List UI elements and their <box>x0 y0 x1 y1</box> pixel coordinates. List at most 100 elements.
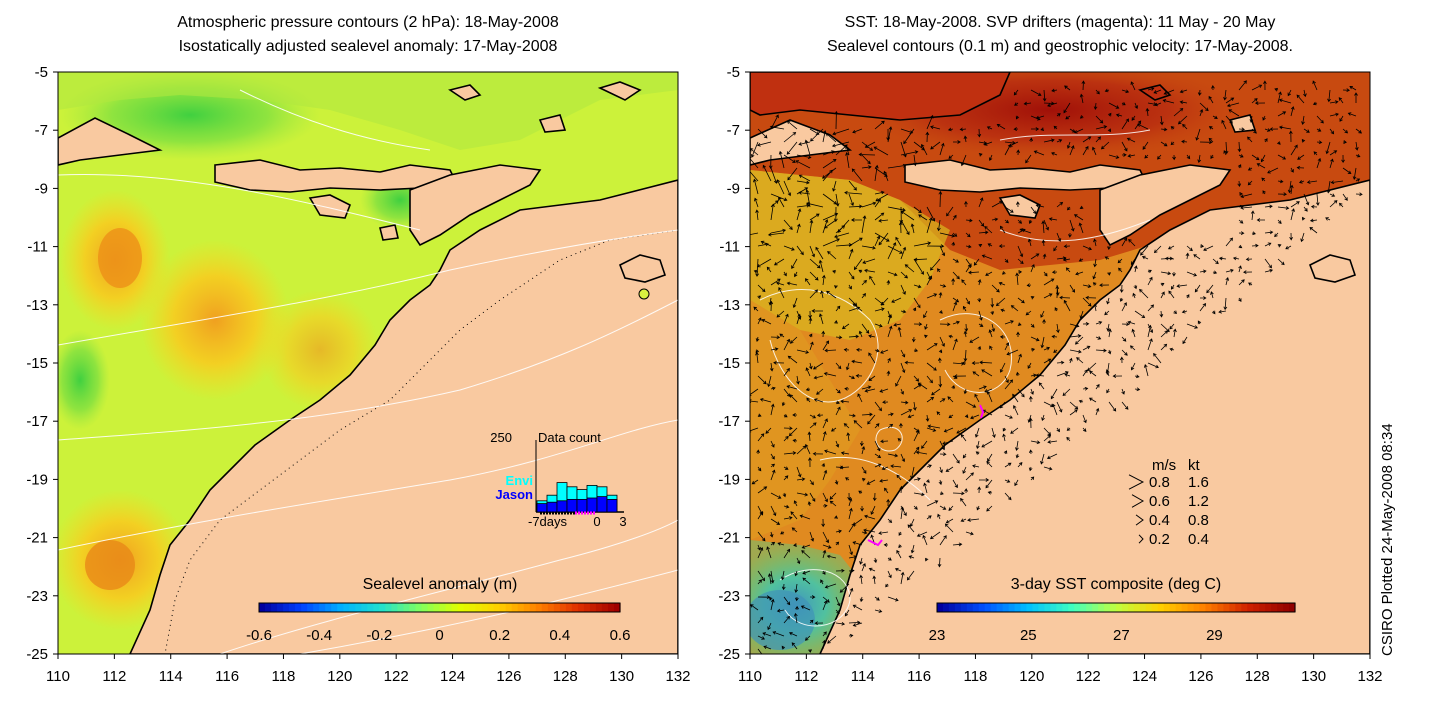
inset-jason-bar <box>606 498 618 513</box>
left-lon-tick: 124 <box>440 668 465 685</box>
right-lon-tick: 112 <box>794 668 818 685</box>
left-lat-tick: -9 <box>35 180 48 197</box>
left-colorbar: Sealevel anomaly (m) -0.6 -0.4 -0.2 0 0.2 0.4… <box>246 576 630 644</box>
data-count-inset: 250 Data count Envi Jason -7days 0 3 <box>490 430 626 529</box>
right-lat-tick: -5 <box>727 64 740 81</box>
colorbar-tick: 25 <box>1020 627 1037 644</box>
left-colorbar-title: Sealevel anomaly (m) <box>363 576 518 593</box>
left-lat-tick: -7 <box>35 122 48 139</box>
legend-arrow <box>1128 474 1145 490</box>
left-lon-tick: 110 <box>46 668 70 685</box>
left-pressure-contours <box>58 89 678 654</box>
left-lat-tick: -11 <box>27 239 48 256</box>
colorbar-tick: 0 <box>435 627 443 644</box>
right-lat-tick: -11 <box>719 239 740 256</box>
left-lon-tick: 122 <box>384 668 409 685</box>
legend-kt-value: 0.4 <box>1188 531 1209 548</box>
right-lon-tick: 114 <box>851 668 875 685</box>
left-lat-tick: -23 <box>26 588 48 605</box>
velocity-legend: m/s kt 0.8 1.6 0.6 1.2 0.4 0.8 0.2 0.4 <box>1128 457 1209 548</box>
legend-arrow <box>1135 514 1144 526</box>
inset-250-label: 250 <box>490 430 512 445</box>
inset-title: Data count <box>538 430 601 445</box>
legend-ms-value: 0.4 <box>1149 512 1170 529</box>
right-lat-tick: -7 <box>727 122 740 139</box>
inset-jason-bar <box>536 503 548 513</box>
colorbar-tick: 27 <box>1113 627 1130 644</box>
left-map <box>58 72 678 654</box>
left-lon-tick: 116 <box>215 668 239 685</box>
left-title-line-1: Atmospheric pressure contours (2 hPa): 1… <box>177 14 559 31</box>
left-lat-tick: -15 <box>26 355 48 372</box>
colorbar-tick: 0.6 <box>610 627 631 644</box>
legend-ms-value: 0.2 <box>1149 531 1170 548</box>
legend-kt-value: 1.2 <box>1188 493 1209 510</box>
right-colorbar: 3-day SST composite (deg C) 23 25 27 29 <box>929 576 1296 644</box>
inset-jason-bar <box>586 497 598 513</box>
right-lon-tick: 122 <box>1076 668 1101 685</box>
right-lat-tick: -17 <box>718 413 740 430</box>
right-map <box>750 72 1370 654</box>
right-lon-tick: 116 <box>907 668 931 685</box>
inset-jason-label: Jason <box>495 487 533 502</box>
right-colorbar-title: 3-day SST composite (deg C) <box>1011 576 1221 593</box>
right-land <box>750 72 1370 654</box>
left-axes: 110 112 114 116 118 120 122 124 126 128 130 132 -5 -7… <box>26 64 690 685</box>
left-lon-tick: 120 <box>327 668 352 685</box>
right-lon-tick: 132 <box>1357 668 1382 685</box>
legend-arrow <box>1138 534 1144 544</box>
left-lat-tick: -13 <box>26 297 48 314</box>
legend-ms-value: 0.8 <box>1149 474 1170 491</box>
inset-jason-bar <box>546 501 558 513</box>
right-lon-tick: 128 <box>1245 668 1270 685</box>
left-lon-tick: 130 <box>609 668 634 685</box>
legend-kt-value: 1.6 <box>1188 474 1209 491</box>
right-lat-tick: -21 <box>718 530 740 547</box>
left-land <box>58 81 678 654</box>
right-lon-tick: 110 <box>738 668 762 685</box>
right-lon-tick: 126 <box>1188 668 1213 685</box>
right-title-line-2: Sealevel contours (0.1 m) and geostrophi… <box>826 38 1293 55</box>
legend-head-kt: kt <box>1188 457 1201 474</box>
inset-jason-bar <box>576 498 588 513</box>
right-lon-tick: 124 <box>1132 668 1157 685</box>
right-title-line-1: SST: 18-May-2008. SVP drifters (magenta)… <box>844 14 1276 31</box>
legend-ms-value: 0.6 <box>1149 493 1170 510</box>
legend-kt-value: 0.8 <box>1188 512 1209 529</box>
left-title-line-2: Isostatically adjusted sealevel anomaly:… <box>178 38 558 55</box>
right-axes: 110 112 114 116 118 120 122 124 126 128 130 132 -5 -7… <box>718 64 1382 685</box>
right-lat-tick: -25 <box>718 646 740 663</box>
colorbar-tick: 23 <box>929 627 946 644</box>
legend-head-ms: m/s <box>1152 457 1176 474</box>
right-lon-tick: 130 <box>1301 668 1326 685</box>
colorbar-tick: 0.2 <box>489 627 510 644</box>
left-lon-tick: 114 <box>159 668 183 685</box>
left-lat-tick: -19 <box>26 471 48 488</box>
inset-axis-mid: 0 <box>593 514 600 529</box>
left-lat-tick: -5 <box>35 64 48 81</box>
colorbar-tick: -0.4 <box>306 627 332 644</box>
right-lat-tick: -23 <box>718 588 740 605</box>
right-lon-tick: 120 <box>1019 668 1044 685</box>
inset-envi-label: Envi <box>506 473 533 488</box>
right-lon-tick: 118 <box>963 668 987 685</box>
left-lon-tick: 126 <box>496 668 521 685</box>
colorbar-tick: 0.4 <box>549 627 570 644</box>
right-lat-tick: -13 <box>718 297 740 314</box>
plot-credit: CSIRO Plotted 24-May-2008 08:34 <box>1379 423 1396 656</box>
inset-axis-right: 3 <box>619 514 626 529</box>
colorbar-tick: -0.2 <box>366 627 392 644</box>
left-lat-tick: -21 <box>26 530 48 547</box>
svp-drifter-tracks <box>867 404 985 547</box>
left-lon-tick: 118 <box>271 668 295 685</box>
colorbar-tick: 29 <box>1206 627 1223 644</box>
right-lat-tick: -19 <box>718 471 740 488</box>
right-lat-tick: -9 <box>727 180 740 197</box>
left-lon-tick: 128 <box>553 668 578 685</box>
left-lat-tick: -17 <box>26 413 48 430</box>
inset-jason-bar <box>566 498 578 513</box>
inset-axis-left: -7days <box>528 514 568 529</box>
legend-arrow <box>1131 494 1145 508</box>
left-lon-tick: 132 <box>665 668 690 685</box>
